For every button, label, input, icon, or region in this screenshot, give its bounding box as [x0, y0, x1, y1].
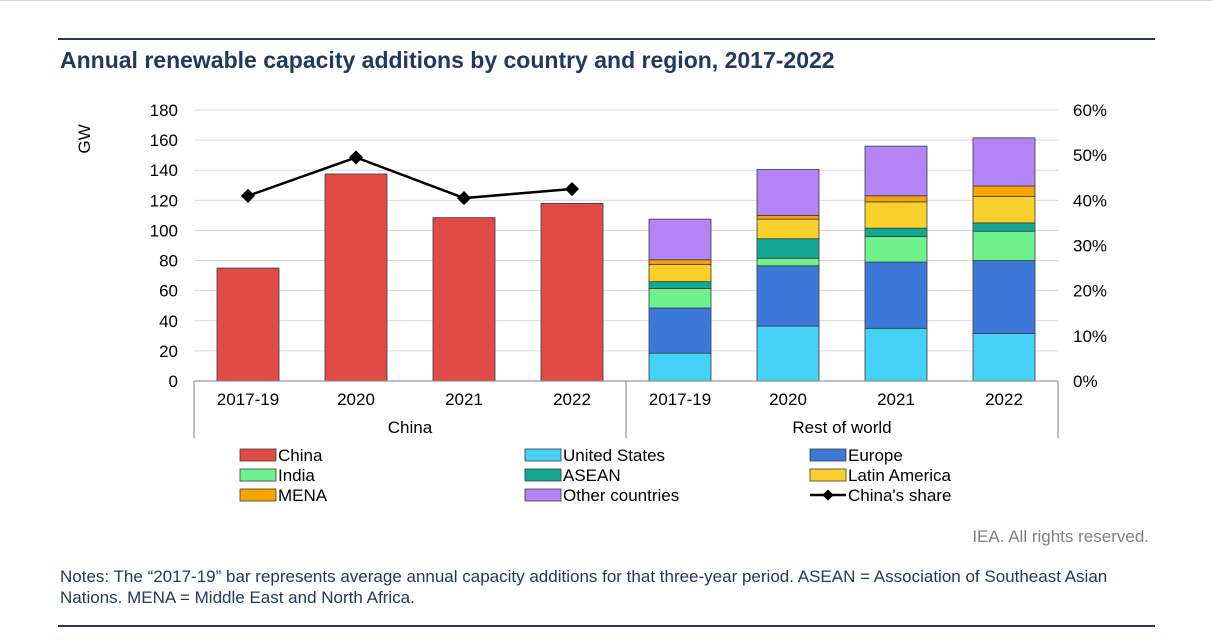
bar-segment-other-countries: [648, 218, 712, 261]
bar-segment-europe: [756, 265, 820, 327]
bar-segment-asean: [648, 281, 712, 289]
china-share-marker: [240, 188, 256, 203]
china-share-marker: [564, 181, 580, 197]
y2-tick-label: 40%: [1073, 191, 1107, 210]
bar-segment-latin-america: [648, 263, 712, 283]
y-tick-label: 20: [159, 342, 178, 361]
bar-segment-india: [864, 236, 928, 263]
china-share-line-path: [247, 156, 573, 200]
y2-tick-label: 60%: [1073, 101, 1107, 120]
bar-segment-asean: [756, 238, 820, 259]
y2-tick-label: 20%: [1073, 282, 1107, 301]
legend-label: Latin America: [848, 466, 952, 485]
bar-segment-asean: [864, 227, 928, 237]
bar-segment-other-countries: [864, 145, 928, 197]
bar-segment-china: [216, 267, 280, 382]
y-tick-label: 120: [150, 191, 178, 210]
bar-segment-india: [972, 230, 1036, 261]
top-border: [0, 0, 1212, 1]
legend-swatch: [524, 488, 562, 502]
bar-segment-mena: [972, 185, 1036, 197]
y2-tick-label: 30%: [1073, 237, 1107, 256]
bar-segment-united-states: [756, 325, 820, 382]
legend-label: United States: [563, 446, 665, 465]
legend-swatch: [239, 448, 277, 462]
bar-segment-europe: [864, 261, 928, 329]
x-tick-label: 2022: [985, 390, 1023, 409]
y2-tick-label: 10%: [1073, 327, 1107, 346]
group-label: Rest of world: [792, 418, 891, 437]
china-share-marker: [456, 191, 472, 206]
legend-swatch: [524, 468, 562, 482]
x-tick-label: 2020: [337, 390, 375, 409]
axes: 0 20 40 60 80 100 120 140 160 180 0% 10% 20% 30% 40% 50…: [75, 101, 1107, 438]
legend-label: China: [278, 446, 323, 465]
y2-tick-label: 0%: [1073, 372, 1098, 391]
y-axis-title: GW: [75, 124, 94, 153]
x-tick-label: 2020: [769, 390, 807, 409]
x-tick-label: 2017-19: [649, 390, 711, 409]
legend-swatch: [809, 448, 847, 462]
legend-swatch: [809, 468, 847, 482]
bar-segment-china: [540, 202, 604, 382]
bar-segment-mena: [756, 214, 820, 220]
bar-segment-asean: [972, 222, 1036, 232]
bar-segment-india: [648, 288, 712, 309]
legend-label: India: [278, 466, 315, 485]
legend-label: ASEAN: [563, 466, 621, 485]
y-tick-label: 80: [159, 252, 178, 271]
group-label: China: [388, 418, 433, 437]
bar-segment-other-countries: [756, 169, 820, 216]
bar-segment-china: [432, 217, 496, 382]
chart-canvas: 0 20 40 60 80 100 120 140 160 180 0% 10% 20% 30% 40% 50…: [75, 101, 1107, 505]
bar-segment-latin-america: [864, 201, 928, 229]
header-rule: [58, 38, 1155, 40]
bar-segment-china: [324, 173, 388, 382]
x-tick-label: 2017-19: [217, 390, 279, 409]
legend-label: Other countries: [563, 486, 679, 505]
y-tick-label: 140: [150, 161, 178, 180]
y-tick-label: 40: [159, 312, 178, 331]
copyright-notice: IEA. All rights reserved.: [972, 527, 1149, 546]
gridlines: [194, 109, 1058, 352]
y-tick-label: 180: [150, 101, 178, 120]
bar-segment-united-states: [972, 333, 1036, 382]
china-share-marker: [348, 150, 364, 165]
chart-notes: Notes: The “2017-19” bar represents aver…: [60, 567, 1108, 607]
bar-segment-europe: [972, 260, 1036, 334]
china-share-line: [240, 150, 580, 206]
legend-swatch: [524, 448, 562, 462]
legend-swatch-marker: [822, 489, 834, 501]
bar-segment-mena: [648, 259, 712, 265]
y-tick-label: 100: [150, 221, 178, 240]
bar-segment-mena: [864, 195, 928, 203]
footer-rule: [58, 625, 1155, 627]
bar-segment-other-countries: [972, 137, 1036, 187]
bar-segment-europe: [648, 307, 712, 354]
legend-label: Europe: [848, 446, 903, 465]
y-tick-label: 60: [159, 282, 178, 301]
y-tick-label: 0: [169, 372, 178, 391]
y-tick-label: 160: [150, 131, 178, 150]
bar-segment-latin-america: [972, 196, 1036, 224]
x-tick-label: 2022: [553, 390, 591, 409]
x-tick-label: 2021: [445, 390, 483, 409]
bar-segment-india: [756, 257, 820, 267]
legend-label: MENA: [278, 486, 328, 505]
bars: [216, 137, 1036, 382]
legend-swatch: [239, 488, 277, 502]
legend-swatch: [239, 468, 277, 482]
x-tick-label: 2021: [877, 390, 915, 409]
y2-tick-label: 50%: [1073, 146, 1107, 165]
bar-segment-united-states: [648, 352, 712, 382]
legend-label: China's share: [848, 486, 951, 505]
chart-title: Annual renewable capacity additions by c…: [60, 47, 835, 73]
legend: China United States Europe India ASEAN Latin …: [239, 446, 952, 505]
bar-segment-latin-america: [756, 218, 820, 240]
bar-segment-united-states: [864, 327, 928, 382]
